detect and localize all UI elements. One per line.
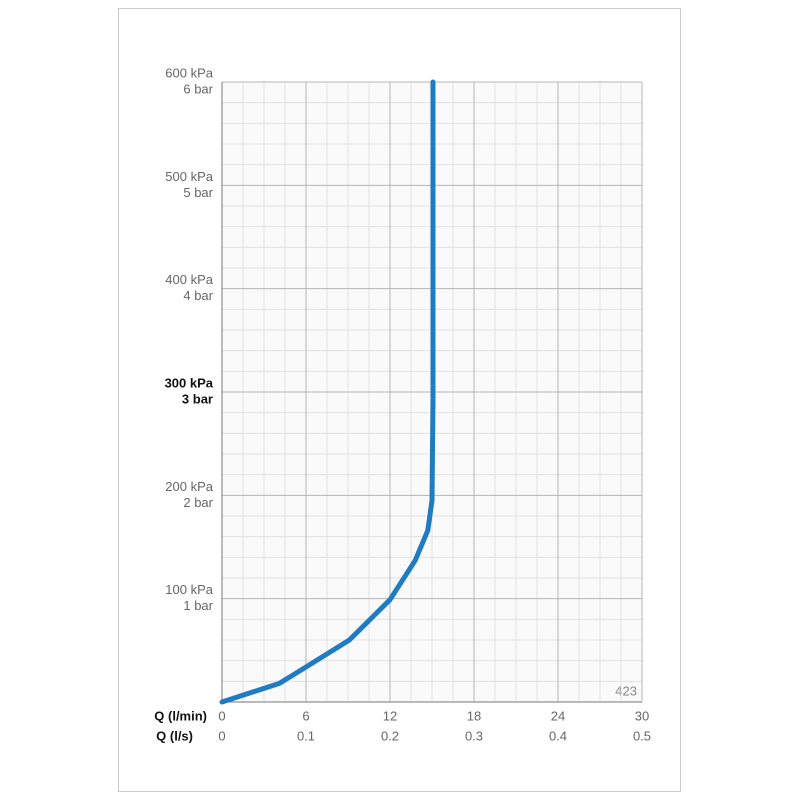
x-tick-label: 18: [467, 708, 481, 723]
y2-tick-label: 1 bar: [183, 598, 213, 613]
x2-tick-label: 0.3: [465, 728, 483, 743]
x2-tick-label: 0.1: [297, 728, 315, 743]
y-tick-label: 500 kPa: [165, 169, 213, 184]
data-line: [219, 79, 436, 705]
x-axis-title: Q (l/min): [154, 708, 207, 723]
x2-tick-label: 0.2: [381, 728, 399, 743]
x2-tick-label: 0: [218, 728, 225, 743]
y2-tick-label: 3 bar: [182, 391, 213, 406]
y2-tick-label: 5 bar: [183, 185, 213, 200]
x-tick-label: 0: [218, 708, 225, 723]
y2-tick-label: 6 bar: [183, 81, 213, 96]
y2-tick-label: 4 bar: [183, 288, 213, 303]
y-tick-label: 100 kPa: [165, 582, 213, 597]
y2-tick-label: 2 bar: [183, 495, 213, 510]
x-tick-label: 24: [551, 708, 565, 723]
x2-axis-title: Q (l/s): [156, 728, 193, 743]
y-tick-label: 600 kPa: [165, 65, 213, 80]
y-tick-label: 200 kPa: [165, 479, 213, 494]
y-tick-label: 400 kPa: [165, 272, 213, 287]
x-tick-label: 6: [302, 708, 309, 723]
x2-tick-label: 0.5: [633, 728, 651, 743]
x-tick-label: 30: [635, 708, 649, 723]
x-tick-label: 12: [383, 708, 397, 723]
x2-tick-label: 0.4: [549, 728, 567, 743]
annotation: 423: [615, 683, 637, 698]
y-tick-label: 300 kPa: [165, 375, 214, 390]
